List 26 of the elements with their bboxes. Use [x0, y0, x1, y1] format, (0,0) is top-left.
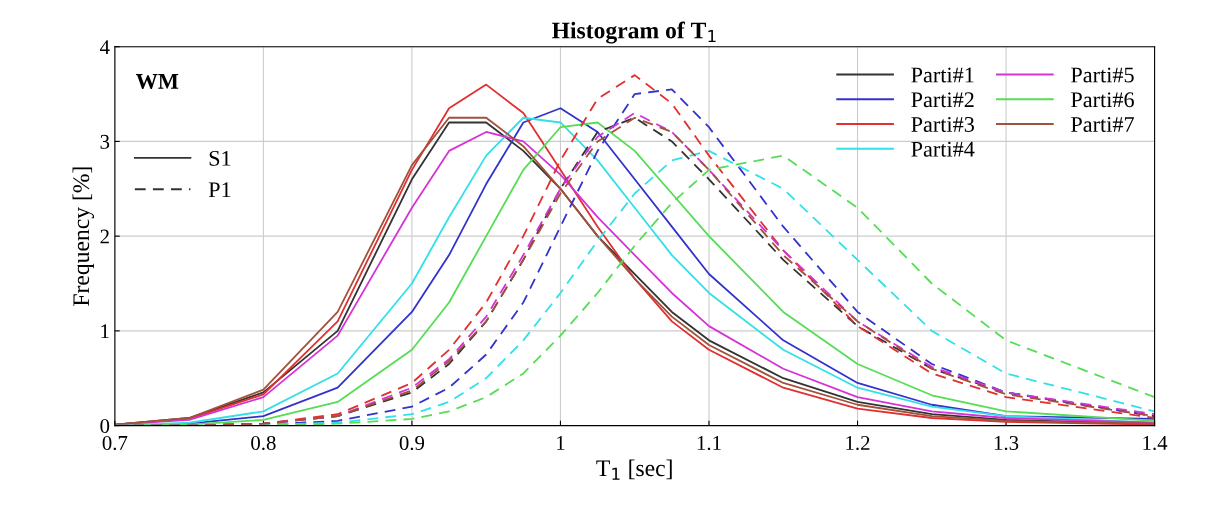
y-tick-label: 2: [100, 229, 109, 244]
legend-label: Parti#1: [911, 67, 974, 83]
x-tick-label: 1.2: [846, 435, 870, 451]
x-axis-title: T$_{1}$ [sec]: [596, 459, 672, 480]
y-axis-title: Frequency [%]: [72, 167, 95, 306]
y-tick-label: 1: [101, 324, 109, 339]
y-tick-label: 0: [100, 418, 110, 434]
legend-label: Parti#4: [911, 141, 975, 157]
chart-title: Histogram of T$_{1}$: [552, 21, 716, 44]
legend-label: Parti#2: [911, 92, 974, 108]
x-tick-label: 1.1: [697, 436, 721, 451]
x-tick-label: 1: [557, 436, 565, 450]
legend-label: Parti#3: [911, 117, 974, 132]
y-tick-label: 3: [100, 134, 110, 149]
y-tick-label: 4: [99, 40, 110, 54]
x-tick-label: 1.4: [1143, 436, 1168, 451]
x-tick-label: 0.7: [102, 435, 128, 451]
legend-label: Parti#5: [1071, 67, 1134, 83]
legend-label: Parti#6: [1071, 92, 1134, 108]
annotation: P1: [208, 182, 231, 198]
legend-label: Parti#7: [1071, 117, 1134, 132]
x-tick-label: 1.3: [994, 435, 1019, 451]
annotation: S1: [209, 150, 231, 166]
annotation: WM: [135, 74, 179, 89]
x-tick-label: 0.8: [251, 435, 276, 451]
x-tick-label: 0.9: [399, 435, 425, 451]
